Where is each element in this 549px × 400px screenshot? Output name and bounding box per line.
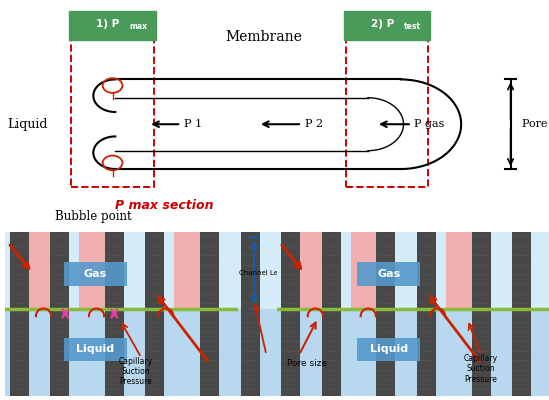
Bar [240, 232, 260, 396]
FancyBboxPatch shape [64, 262, 127, 286]
Text: Membrane: Membrane [225, 30, 302, 44]
Bar [71, 39, 154, 187]
Text: Capillary
Suction
Pressure: Capillary Suction Pressure [464, 354, 498, 384]
Bar [300, 232, 332, 308]
Bar [417, 232, 436, 396]
Bar [29, 232, 60, 308]
Bar [79, 232, 114, 308]
Text: P max section: P max section [115, 199, 214, 212]
Text: Bubble point: Bubble point [55, 210, 132, 223]
Bar [145, 232, 165, 396]
Bar [351, 232, 386, 308]
Bar [346, 39, 428, 187]
Text: Liquid: Liquid [369, 344, 408, 354]
Bar [322, 232, 341, 396]
Text: Gas: Gas [377, 268, 400, 278]
Bar [200, 232, 219, 396]
Text: max: max [129, 22, 147, 31]
Bar [51, 232, 69, 396]
Text: test: test [404, 22, 421, 31]
Bar [377, 232, 395, 396]
Bar [277, 308, 549, 396]
FancyBboxPatch shape [344, 10, 430, 40]
Bar [446, 232, 481, 308]
Text: Channel Length: Channel Length [239, 270, 294, 276]
Text: Liquid: Liquid [7, 118, 48, 131]
Text: 1) P: 1) P [96, 20, 119, 30]
Bar [512, 232, 531, 396]
Text: Pore size: Pore size [522, 119, 549, 129]
FancyBboxPatch shape [357, 338, 420, 361]
Bar [9, 232, 29, 396]
FancyBboxPatch shape [69, 10, 156, 40]
Text: Liquid: Liquid [76, 344, 114, 354]
Text: P 1: P 1 [184, 119, 202, 129]
Text: Pore size: Pore size [287, 359, 327, 368]
Bar [174, 232, 209, 308]
Text: 2) P: 2) P [371, 20, 394, 30]
Bar [472, 232, 491, 396]
Bar [5, 232, 277, 308]
Text: P gas: P gas [414, 119, 445, 129]
Bar [5, 308, 277, 396]
Bar [281, 232, 300, 396]
Text: Capillary
Suction
Pressure: Capillary Suction Pressure [119, 356, 153, 386]
Text: P 2: P 2 [305, 119, 323, 129]
Text: Gas: Gas [83, 268, 107, 278]
Bar [277, 232, 549, 308]
Bar [105, 232, 124, 396]
FancyBboxPatch shape [64, 338, 127, 361]
FancyBboxPatch shape [357, 262, 420, 286]
